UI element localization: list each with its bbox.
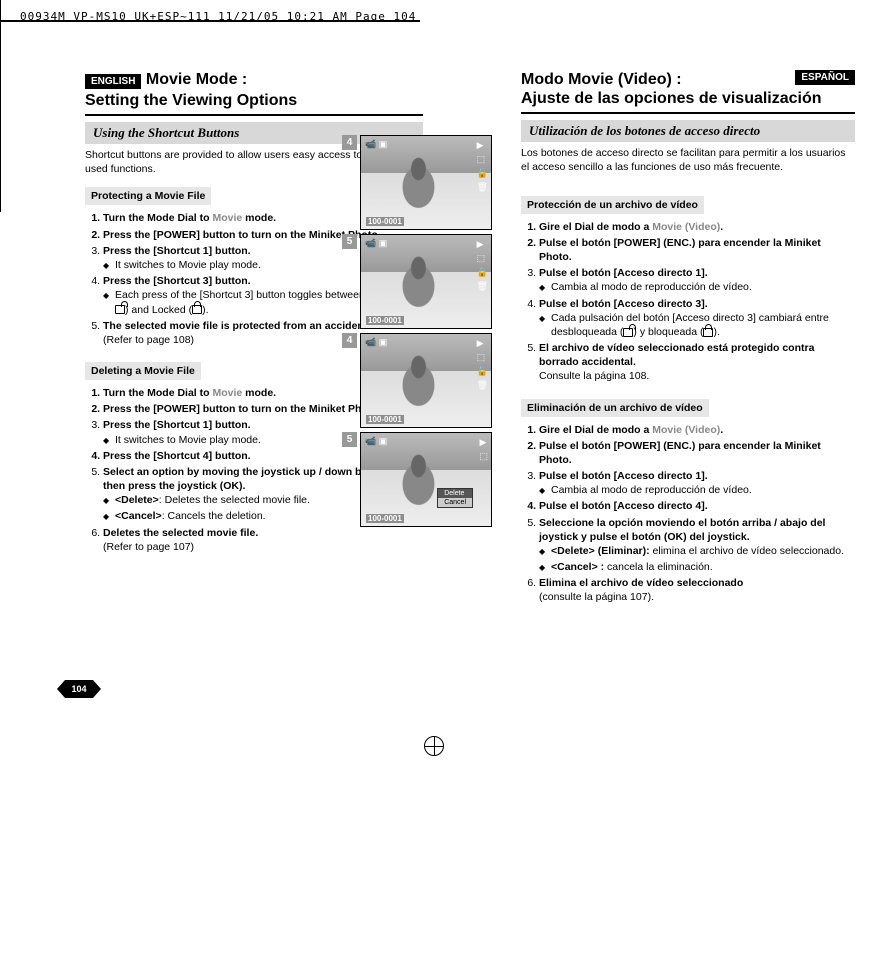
step-text: Gire el Dial de modo a [539,424,649,436]
lcd-screen: 4 📹 ▣ ▶⬚🔓🗑 100-0001 [360,135,500,230]
step-text: Pulse el botón [Acceso directo 1]. [539,267,708,279]
unlock-icon [623,328,633,337]
step-text: mode. [245,387,276,399]
title-en-line2: Setting the Viewing Options [85,91,423,110]
title-en-line1: Movie Mode : [146,71,247,88]
step-text: Elimina el archivo de vídeo seleccionado [539,577,743,589]
step-text: Deletes the selected movie file. [103,527,258,539]
file-label: 100-0001 [366,415,404,424]
file-label: 100-0001 [366,514,404,523]
step-ref: (consulte la página 107). [539,591,654,603]
step-text: Press the [Shortcut 1] button. [103,419,251,431]
lcd-screen: 5 📹 ▣ ▶⬚ Delete Cancel 100-0001 [360,432,500,527]
substep: <Cancel> : cancela la eliminación. [551,560,855,574]
camera-icon: 📹 ▣ [365,337,387,348]
step-text: . [720,424,723,436]
movie-word: Movie (Video) [649,424,720,436]
step-text: Press the [Shortcut 1] button. [103,245,251,257]
subsection-es: Utilización de los botones de acceso dir… [521,120,855,142]
step-text: Press the [Shortcut 3] button. [103,275,251,287]
lcd-image: 📹 ▣ ▶⬚🔒🗑 100-0001 [360,234,492,329]
lang-tag-spanish: ESPAÑOL [795,70,855,85]
crop-registration [424,736,444,756]
crop-mark [0,22,1,212]
title-rule [521,112,855,114]
crop-mark [0,0,1,20]
step-text: Turn the Mode Dial to [103,212,210,224]
camera-icon: 📹 ▣ [365,238,387,249]
step-text: Pulse el botón [Acceso directo 4]. [539,499,855,513]
substep: Cada pulsación del botón [Acceso directo… [551,311,855,339]
file-label: 100-0001 [366,217,404,226]
step-text: Gire el Dial de modo a [539,221,649,233]
side-icons: ▶⬚🔓🗑 [477,140,488,193]
title-es-line1: Modo Movie (Video) : [521,71,682,88]
lcd-image: 📹 ▣ ▶⬚ Delete Cancel 100-0001 [360,432,492,527]
menu-cancel: Cancel [438,498,472,507]
title-es-line2: Ajuste de las opciones de visualización [521,89,855,108]
movie-word: Movie [210,212,246,224]
step-badge: 5 [342,234,357,249]
heading-protect-en: Protecting a Movie File [85,187,211,205]
camera-icon: 📹 ▣ [365,139,387,150]
step-text: mode. [245,212,276,224]
substep: <Delete> (Eliminar): elimina el archivo … [551,544,855,558]
lcd-image: 📹 ▣ ▶⬚🔓🗑 100-0001 [360,333,492,428]
menu-delete: Delete [438,489,472,498]
step-ref: (Refer to page 108) [103,334,194,346]
page-number: 104 [65,680,93,698]
unlock-icon [115,305,125,314]
lcd-image: 📹 ▣ ▶⬚🔓🗑 100-0001 [360,135,492,230]
side-icons: ▶⬚ [479,437,488,462]
delete-steps-es: Gire el Dial de modo a Movie (Video). Pu… [521,423,855,605]
step-ref: (Refer to page 107) [103,541,194,553]
step-text: Pulse el botón [POWER] (ENC.) para encen… [539,236,855,264]
title-rule [85,114,423,116]
file-label: 100-0001 [366,316,404,325]
side-icons: ▶⬚🔒🗑 [477,239,488,292]
delete-menu: Delete Cancel [437,488,473,508]
step-text: . [720,221,723,233]
movie-word: Movie [210,387,246,399]
heading-protect-es: Protección de un archivo de vídeo [521,196,704,214]
step-text: El archivo de vídeo seleccionado está pr… [539,342,814,368]
step-text: Seleccione la opción moviendo el botón a… [539,517,825,543]
step-text: Pulse el botón [Acceso directo 3]. [539,298,708,310]
heading-delete-es: Eliminación de un archivo de vídeo [521,399,709,417]
lcd-screenshots: 4 📹 ▣ ▶⬚🔓🗑 100-0001 5 📹 ▣ ▶⬚🔒🗑 100-0001 … [360,135,500,531]
movie-word: Movie (Video) [649,221,720,233]
step-text: Pulse el botón [POWER] (ENC.) para encen… [539,439,855,467]
heading-delete-en: Deleting a Movie File [85,362,201,380]
protect-steps-es: Gire el Dial de modo a Movie (Video). Pu… [521,220,855,384]
step-badge: 4 [342,135,357,150]
substep: Cambia al modo de reproducción de vídeo. [551,280,855,294]
step-text: Pulse el botón [Acceso directo 1]. [539,470,708,482]
step-badge: 4 [342,333,357,348]
lock-icon [192,305,202,314]
side-icons: ▶⬚🔓🗑 [477,338,488,391]
lcd-screen: 4 📹 ▣ ▶⬚🔓🗑 100-0001 [360,333,500,428]
step-text: Turn the Mode Dial to [103,387,210,399]
substep: Cambia al modo de reproducción de vídeo. [551,483,855,497]
step-badge: 5 [342,432,357,447]
lock-icon [703,328,713,337]
intro-es: Los botones de acceso directo se facilit… [521,147,855,174]
lcd-screen: 5 📹 ▣ ▶⬚🔒🗑 100-0001 [360,234,500,329]
print-header: 00934M VP-MS10 UK+ESP~111 11/21/05 10:21… [20,10,416,23]
camera-icon: 📹 ▣ [365,436,387,447]
step-ref: Consulte la página 108. [539,370,649,382]
lang-tag-english: ENGLISH [85,74,141,89]
